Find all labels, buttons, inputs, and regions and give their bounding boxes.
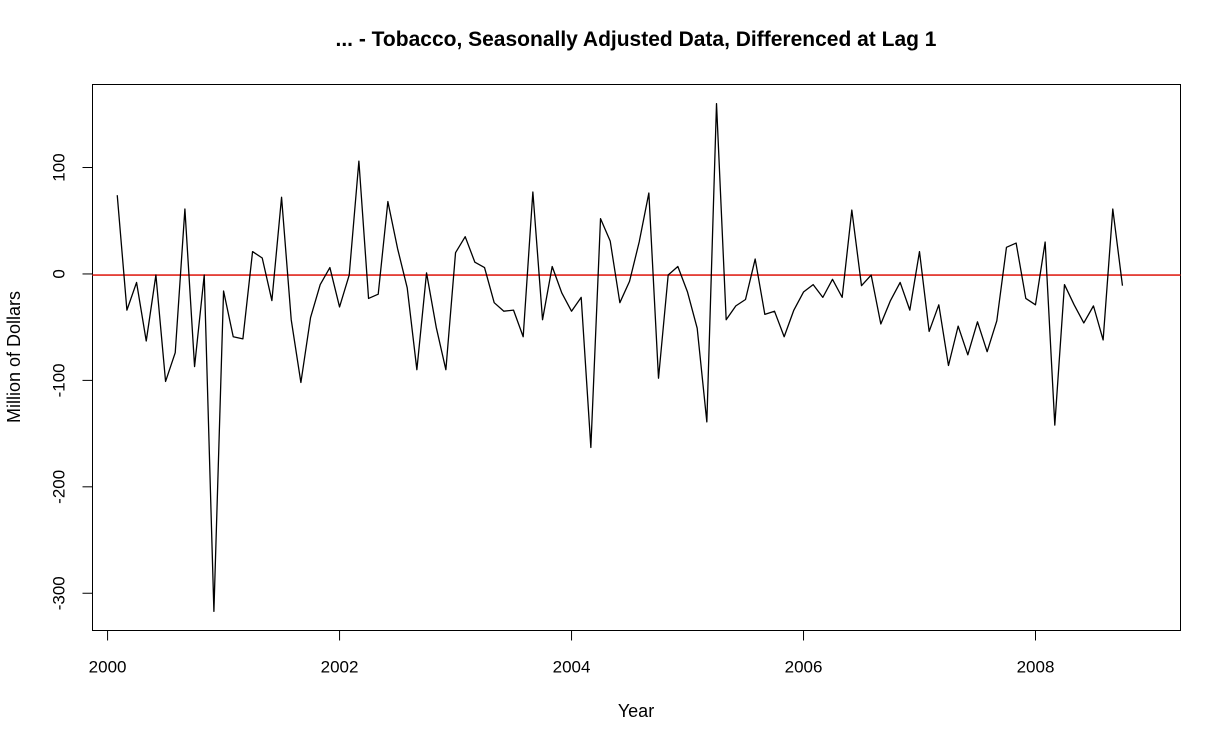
plot-frame [92,84,1181,631]
x-tick-label: 2002 [321,658,359,677]
y-tick-label: -100 [50,363,69,397]
x-axis-label: Year [618,701,654,721]
series-line [116,103,1124,612]
y-tick-label: 100 [50,153,69,181]
x-axis: 2000 2002 2004 2006 2008 [89,630,1055,677]
x-tick-label: 2008 [1017,658,1055,677]
y-tick-label: -200 [50,470,69,504]
y-axis-label: Million of Dollars [4,291,24,423]
x-tick-label: 2006 [785,658,823,677]
y-tick-label: 0 [50,269,69,278]
chart-title: ... - Tobacco, Seasonally Adjusted Data,… [336,28,937,51]
y-tick-label: -300 [50,576,69,610]
x-tick-label: 2000 [89,658,127,677]
y-axis: 100 0 -100 -200 -300 [50,153,93,610]
x-tick-label: 2004 [553,658,591,677]
